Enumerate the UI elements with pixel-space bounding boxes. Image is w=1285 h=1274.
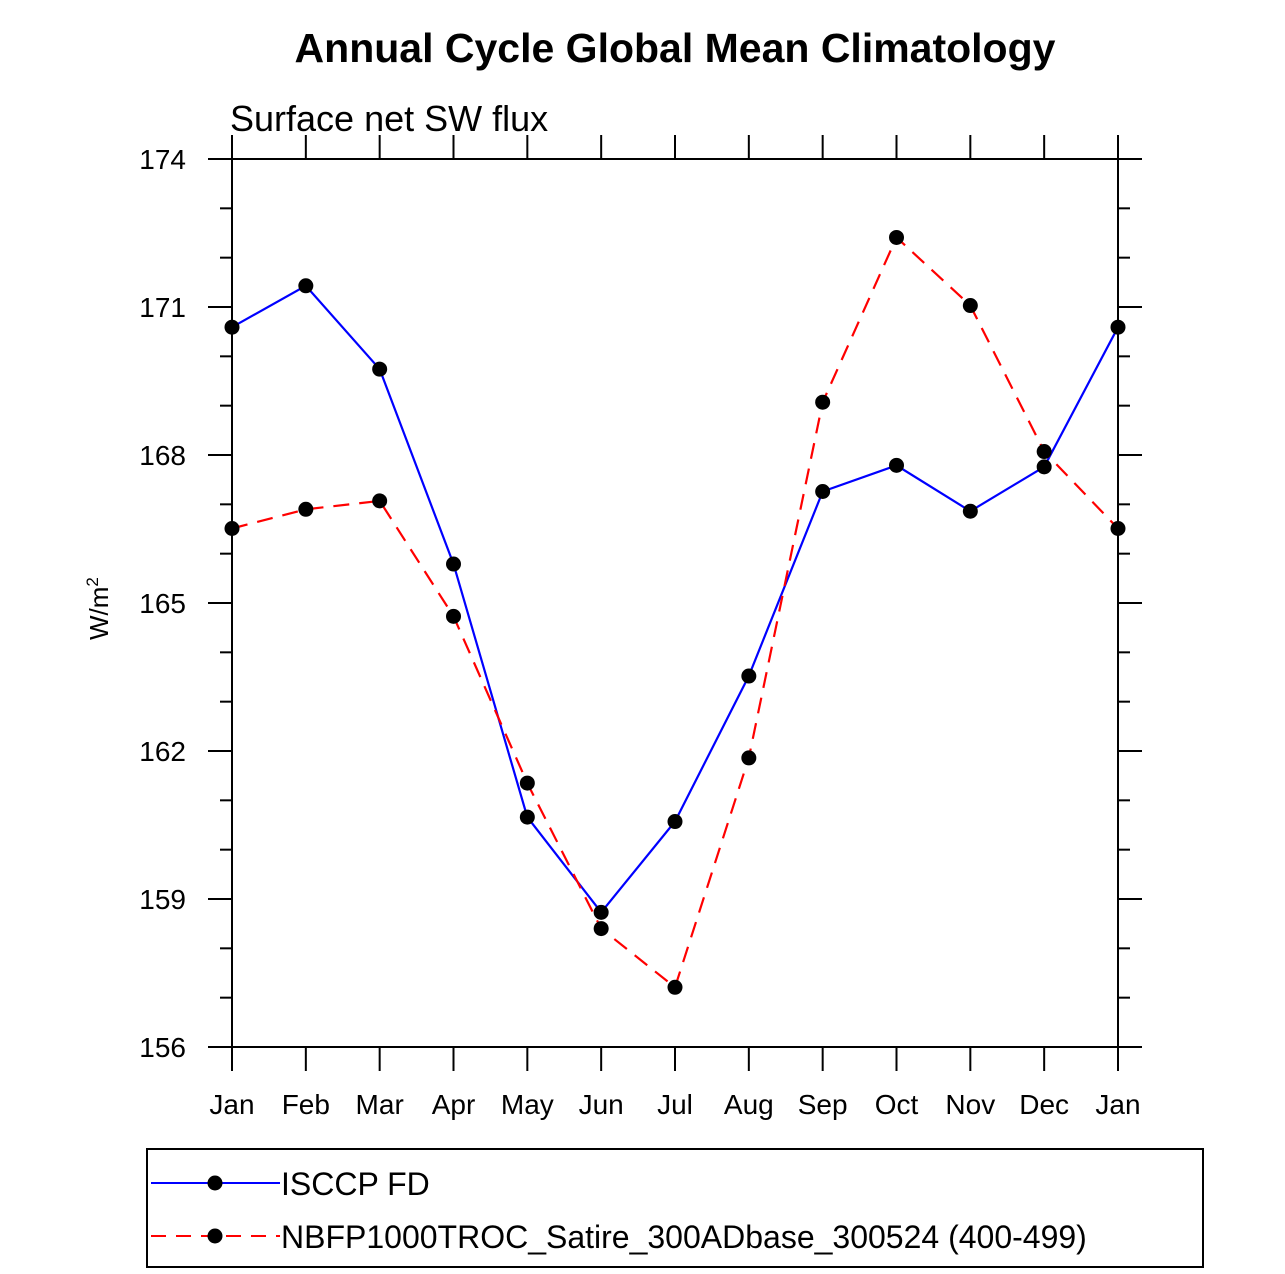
data-point bbox=[815, 484, 831, 500]
data-point bbox=[1110, 319, 1126, 335]
legend-box bbox=[146, 1148, 1204, 1268]
x-tick-label: Mar bbox=[356, 1089, 404, 1120]
x-tick-label: Oct bbox=[875, 1089, 919, 1120]
data-point bbox=[1036, 459, 1052, 475]
y-axis-label: W/m2 bbox=[83, 577, 114, 640]
data-point bbox=[815, 394, 831, 410]
y-axis-label-unit: W/m bbox=[84, 587, 114, 640]
data-point bbox=[667, 814, 683, 830]
data-point bbox=[889, 457, 904, 473]
data-point bbox=[889, 229, 904, 245]
series-1 bbox=[224, 229, 1126, 995]
x-tick-label: Sep bbox=[798, 1089, 848, 1120]
x-tick-label: Apr bbox=[432, 1089, 476, 1120]
data-point bbox=[962, 298, 978, 314]
y-tick-label: 156 bbox=[139, 1032, 186, 1063]
x-tick-label: Jan bbox=[209, 1089, 254, 1120]
x-tick-label: May bbox=[501, 1089, 554, 1120]
x-tick-label: Dec bbox=[1019, 1089, 1069, 1120]
data-point bbox=[446, 556, 461, 572]
x-tick-label: Feb bbox=[282, 1089, 330, 1120]
y-tick-labels: 156 159 162 165 168 171 174 bbox=[139, 144, 186, 1063]
x-tick-labels: Jan Feb Mar Apr May Jun Jul Aug Sep Oct Nov Dec Jan bbox=[209, 1089, 1140, 1120]
data-point bbox=[224, 319, 240, 335]
series-line bbox=[231, 235, 1119, 990]
legend-marker-model bbox=[207, 1228, 223, 1244]
y-tick-label: 168 bbox=[139, 440, 186, 471]
y-tick-label: 162 bbox=[139, 736, 186, 767]
x-tick-label: Aug bbox=[724, 1089, 774, 1120]
data-point bbox=[1036, 444, 1052, 460]
y-tick-label: 171 bbox=[139, 292, 186, 323]
plot-frame bbox=[231, 158, 1119, 1048]
legend-marker-isccp bbox=[207, 1175, 223, 1191]
data-point bbox=[741, 668, 757, 684]
data-point bbox=[298, 278, 314, 294]
data-point bbox=[593, 904, 609, 920]
data-point bbox=[741, 750, 757, 766]
data-point bbox=[962, 503, 978, 519]
series-0 bbox=[224, 278, 1126, 920]
data-point bbox=[667, 979, 683, 995]
data-point bbox=[446, 608, 461, 624]
data-point bbox=[1110, 521, 1126, 537]
x-tick-label: Jun bbox=[579, 1089, 624, 1120]
data-point bbox=[372, 361, 388, 377]
y-tick-label: 174 bbox=[139, 144, 186, 175]
y-axis-label-superscript: 2 bbox=[83, 577, 102, 586]
data-point bbox=[224, 521, 240, 537]
legend-label-isccp: ISCCP FD bbox=[281, 1166, 430, 1202]
data-point bbox=[519, 775, 535, 791]
y-tick-label: 159 bbox=[139, 884, 186, 915]
chart-title: Annual Cycle Global Mean Climatology bbox=[295, 25, 1056, 71]
series-layer bbox=[224, 229, 1126, 995]
data-point bbox=[519, 809, 535, 825]
axes bbox=[208, 135, 1142, 1071]
x-tick-label: Jul bbox=[657, 1089, 693, 1120]
data-point bbox=[593, 921, 609, 937]
legend-label-model: NBFP1000TROC_Satire_300ADbase_300524 (40… bbox=[281, 1219, 1087, 1255]
data-point bbox=[298, 501, 314, 517]
legend: ISCCP FD NBFP1000TROC_Satire_300ADbase_3… bbox=[146, 1148, 1204, 1268]
x-tick-label: Nov bbox=[945, 1089, 995, 1120]
chart-subtitle: Surface net SW flux bbox=[230, 98, 548, 139]
data-point bbox=[372, 493, 388, 509]
x-tick-label: Jan bbox=[1095, 1089, 1140, 1120]
y-tick-label: 165 bbox=[139, 588, 186, 619]
